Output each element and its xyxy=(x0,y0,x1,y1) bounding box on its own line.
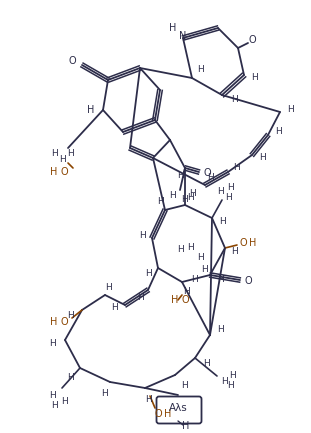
Text: H: H xyxy=(217,275,223,284)
Text: H: H xyxy=(225,194,231,203)
Text: H: H xyxy=(50,339,56,348)
Text: H: H xyxy=(67,149,73,158)
Text: H: H xyxy=(104,282,111,291)
Text: H: H xyxy=(61,397,67,407)
Text: H: H xyxy=(49,391,55,401)
Text: H: H xyxy=(50,317,58,327)
Text: H: H xyxy=(169,23,177,33)
Text: H: H xyxy=(259,152,265,162)
Text: H: H xyxy=(230,372,236,381)
Text: H: H xyxy=(192,275,198,284)
Text: H: H xyxy=(275,126,281,136)
Text: H: H xyxy=(51,149,57,158)
Text: O: O xyxy=(203,168,211,178)
Text: H: H xyxy=(171,295,179,305)
Text: O: O xyxy=(248,35,256,45)
Text: H: H xyxy=(227,184,233,193)
Text: H: H xyxy=(145,395,151,404)
Text: H: H xyxy=(137,294,143,303)
Text: N: N xyxy=(179,31,187,41)
Text: H: H xyxy=(231,96,237,104)
Text: H: H xyxy=(222,378,228,387)
Text: H: H xyxy=(164,409,172,419)
Text: H: H xyxy=(217,326,223,335)
Text: H: H xyxy=(207,172,213,181)
Text: H: H xyxy=(67,310,73,320)
Text: H: H xyxy=(197,65,203,74)
Text: H: H xyxy=(177,246,183,255)
FancyBboxPatch shape xyxy=(156,397,202,423)
Text: H: H xyxy=(177,171,183,181)
Text: H: H xyxy=(139,230,145,239)
Text: H: H xyxy=(232,246,238,255)
Text: H: H xyxy=(183,288,190,297)
Text: H: H xyxy=(145,268,151,278)
Text: H: H xyxy=(202,265,208,275)
Text: H: H xyxy=(112,304,118,313)
Text: H: H xyxy=(169,191,176,200)
Text: H: H xyxy=(50,167,58,177)
Text: O: O xyxy=(244,276,252,286)
Text: O: O xyxy=(239,238,247,248)
Text: O: O xyxy=(60,167,68,177)
Text: O: O xyxy=(68,56,76,66)
Text: H: H xyxy=(182,381,188,390)
Text: H: H xyxy=(102,390,108,398)
Text: H: H xyxy=(59,155,65,165)
Text: O: O xyxy=(60,317,68,327)
Text: H: H xyxy=(204,359,210,368)
Text: H: H xyxy=(87,105,95,115)
Text: H: H xyxy=(187,193,193,201)
Text: H: H xyxy=(217,187,223,197)
Text: H: H xyxy=(197,253,203,262)
Text: H: H xyxy=(252,72,258,81)
Text: H: H xyxy=(157,197,163,207)
Text: H: H xyxy=(67,374,73,382)
Text: H: H xyxy=(187,243,193,252)
Text: H: H xyxy=(190,188,196,197)
Text: O: O xyxy=(181,295,189,305)
Text: H: H xyxy=(233,162,239,171)
Text: H: H xyxy=(182,196,188,204)
Text: H: H xyxy=(287,104,293,113)
Text: H: H xyxy=(51,401,57,410)
Text: H: H xyxy=(182,421,190,431)
Text: Aλs: Aλs xyxy=(169,403,187,413)
Text: H: H xyxy=(219,216,225,226)
Text: H: H xyxy=(249,238,257,248)
Text: O: O xyxy=(154,409,162,419)
Text: H: H xyxy=(228,381,234,391)
